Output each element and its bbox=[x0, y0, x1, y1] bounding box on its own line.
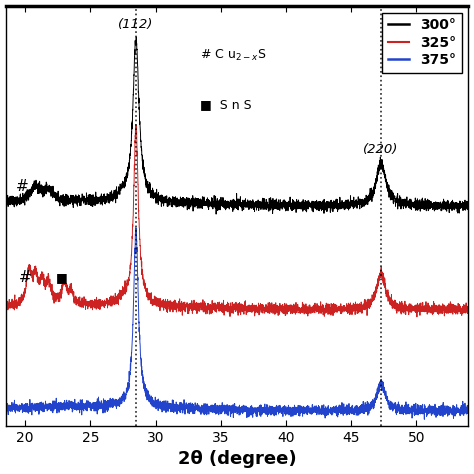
X-axis label: 2θ (degree): 2θ (degree) bbox=[178, 450, 296, 468]
Text: #: # bbox=[16, 179, 29, 194]
Text: (112): (112) bbox=[118, 18, 154, 31]
Text: # C u$_{2-x}$S: # C u$_{2-x}$S bbox=[200, 47, 266, 63]
Text: (220): (220) bbox=[364, 144, 399, 156]
Text: ■  S n S: ■ S n S bbox=[200, 98, 252, 111]
Text: #: # bbox=[19, 270, 31, 285]
Legend: 300°, 325°, 375°: 300°, 325°, 375° bbox=[383, 12, 462, 73]
Text: ■: ■ bbox=[56, 271, 67, 284]
